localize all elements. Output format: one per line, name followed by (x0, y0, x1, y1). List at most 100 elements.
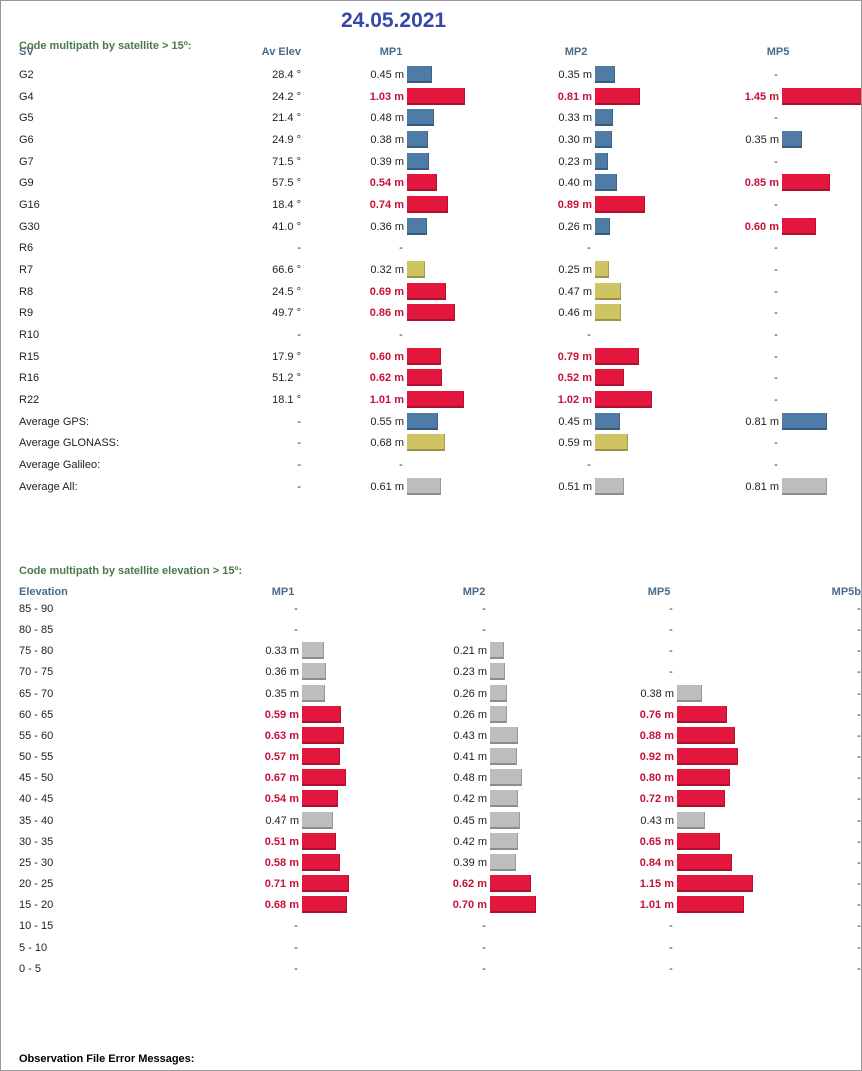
cell-value: 0.81 m (745, 480, 779, 493)
cell-text: - (857, 941, 861, 954)
value-bar (407, 434, 446, 452)
cell-text: - (587, 242, 591, 255)
column-header: Av Elev (261, 46, 301, 58)
row-label: G9 (19, 177, 34, 190)
column-header: MP1 (379, 46, 403, 58)
cell-value: 1.01 m (639, 899, 674, 912)
cell-value: 0.60 m (744, 220, 779, 233)
value-bar (595, 282, 622, 300)
row-label: 30 - 35 (19, 835, 54, 848)
row-label: G7 (19, 155, 34, 168)
value-bar (407, 412, 438, 430)
cell-value: 0.84 m (639, 856, 674, 869)
cell-value: 0.35 m (558, 69, 592, 81)
value-bar (677, 769, 730, 787)
cell-text: - (774, 437, 778, 450)
cell-value: 0.89 m (557, 199, 592, 212)
cell-value: 0.74 m (369, 199, 404, 212)
column-header: MP5 (647, 586, 671, 598)
cell-value: 0.48 m (370, 112, 404, 125)
row-label: G2 (19, 69, 34, 81)
row-label: 10 - 15 (19, 920, 54, 933)
value-bar (302, 705, 341, 723)
row-label: 70 - 75 (19, 666, 54, 679)
error-heading: Observation File Error Messages: (19, 1053, 195, 1065)
cell-text: - (774, 285, 778, 298)
cell-text: - (857, 878, 861, 891)
cell-value: 0.45 m (558, 415, 592, 428)
cell-text: 24.9 ° (272, 134, 301, 146)
cell-value: 0.25 m (558, 264, 592, 277)
row-label: G16 (19, 199, 40, 212)
cell-value: 0.42 m (453, 793, 487, 806)
cell-value: 0.85 m (744, 177, 779, 190)
cell-value: 0.67 m (264, 772, 299, 785)
value-bar (407, 347, 441, 365)
cell-value: 0.68 m (370, 437, 404, 450)
row-label: 35 - 40 (19, 814, 54, 827)
cell-value: 0.36 m (370, 220, 404, 233)
value-bar (302, 663, 326, 681)
column-header: SV (19, 46, 34, 58)
cell-text: - (857, 920, 861, 933)
cell-value: 0.43 m (640, 814, 674, 827)
cell-value: 0.23 m (558, 155, 592, 168)
cell-value: 0.54 m (369, 177, 404, 190)
cell-text: - (669, 666, 673, 679)
value-bar (302, 726, 344, 744)
row-label: R22 (19, 394, 40, 407)
cell-text: - (857, 814, 861, 827)
column-header: MP2 (564, 46, 588, 58)
column-header: MP5 (766, 46, 790, 58)
cell-text: - (857, 962, 861, 975)
cell-value: 0.39 m (453, 856, 487, 869)
value-bar (595, 434, 629, 452)
cell-value: 0.33 m (558, 112, 592, 125)
section-title: Code multipath by satellite > 15º: (19, 40, 192, 52)
cell-value: 0.38 m (640, 687, 674, 700)
cell-value: 0.76 m (639, 708, 674, 721)
row-label: 75 - 80 (19, 645, 54, 658)
cell-text: 17.9 ° (272, 350, 301, 363)
cell-value: 0.36 m (265, 666, 299, 679)
value-bar (677, 875, 753, 893)
cell-text: - (297, 480, 301, 493)
cell-value: 0.71 m (264, 878, 299, 891)
row-label: R15 (19, 350, 40, 363)
cell-text: - (857, 751, 861, 764)
cell-text: - (774, 155, 778, 168)
value-bar (677, 726, 736, 744)
cell-text: - (774, 350, 778, 363)
cell-text: - (669, 962, 673, 975)
value-bar (407, 152, 429, 170)
value-bar (677, 705, 728, 723)
value-bar (302, 769, 347, 787)
cell-value: 0.48 m (453, 772, 487, 785)
section-title: Code multipath by satellite elevation > … (19, 565, 243, 577)
cell-value: 1.01 m (369, 394, 404, 407)
cell-text: - (669, 603, 673, 615)
cell-value: 0.72 m (639, 793, 674, 806)
cell-value: 0.62 m (369, 372, 404, 385)
value-bar (302, 832, 336, 850)
cell-text: - (297, 242, 301, 255)
cell-value: 0.47 m (558, 285, 592, 298)
value-bar (490, 726, 519, 744)
cell-value: 0.62 m (452, 878, 487, 891)
cell-value: 0.92 m (639, 751, 674, 764)
cell-value: 0.79 m (557, 350, 592, 363)
cell-text: 49.7 ° (272, 307, 301, 320)
value-bar (677, 896, 744, 914)
cell-value: 1.45 m (744, 90, 779, 103)
cell-value: 1.03 m (369, 90, 404, 103)
value-bar (595, 391, 653, 409)
value-bar (407, 477, 442, 495)
cell-text: 71.5 ° (272, 155, 301, 168)
cell-value: 0.63 m (264, 729, 299, 742)
value-bar (407, 261, 425, 279)
column-header: Elevation (19, 586, 68, 598)
cell-text: 24.2 ° (272, 90, 301, 103)
cell-value: 0.51 m (264, 835, 299, 848)
row-label: G6 (19, 134, 34, 146)
